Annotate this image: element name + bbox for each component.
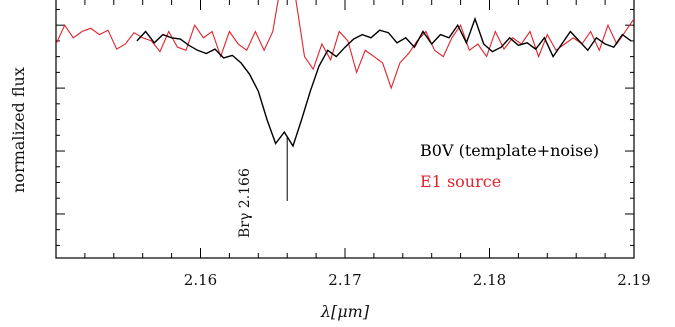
y-axis-label: normalized flux xyxy=(9,67,28,193)
legend-entry-b0v: B0V (template+noise) xyxy=(420,141,599,160)
line-annotation: Brγ 2.166 xyxy=(237,137,288,238)
ticks xyxy=(56,0,635,258)
x-tick-label: 2.17 xyxy=(328,271,361,289)
x-tick-label: 2.19 xyxy=(617,271,650,289)
x-tick-label: 2.18 xyxy=(473,271,506,289)
x-tick-label: 2.16 xyxy=(184,271,217,289)
series-line-0 xyxy=(136,16,632,148)
legend: B0V (template+noise) E1 source xyxy=(420,141,599,191)
series-lines xyxy=(56,0,634,148)
legend-entry-e1: E1 source xyxy=(420,172,501,191)
brgamma-label: Brγ 2.166 xyxy=(237,168,253,238)
x-axis-label: λ[μm] xyxy=(320,302,370,321)
plot-frame xyxy=(55,0,635,259)
x-tick-labels: 2.16 2.17 2.18 2.19 xyxy=(184,271,651,289)
